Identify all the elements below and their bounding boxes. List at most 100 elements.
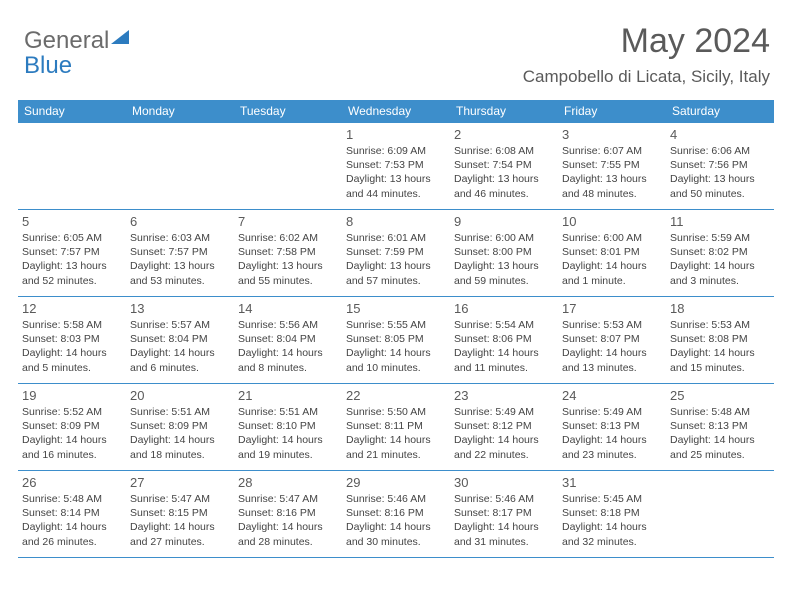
sunset-text: Sunset: 8:15 PM [130, 506, 230, 520]
logo-text-general: General [24, 28, 109, 53]
sunrise-text: Sunrise: 5:50 AM [346, 405, 446, 419]
day-cell [234, 123, 342, 209]
day-cell: 6Sunrise: 6:03 AMSunset: 7:57 PMDaylight… [126, 210, 234, 296]
daylight-text: Daylight: 14 hours and 31 minutes. [454, 520, 554, 548]
daylight-text: Daylight: 14 hours and 5 minutes. [22, 346, 122, 374]
sunrise-text: Sunrise: 5:52 AM [22, 405, 122, 419]
day-number: 15 [346, 301, 446, 316]
daylight-text: Daylight: 14 hours and 22 minutes. [454, 433, 554, 461]
daylight-text: Daylight: 14 hours and 16 minutes. [22, 433, 122, 461]
sunrise-text: Sunrise: 5:47 AM [130, 492, 230, 506]
sunrise-text: Sunrise: 6:00 AM [562, 231, 662, 245]
day-cell [666, 471, 774, 557]
sunrise-text: Sunrise: 5:59 AM [670, 231, 770, 245]
day-cell: 18Sunrise: 5:53 AMSunset: 8:08 PMDayligh… [666, 297, 774, 383]
sunset-text: Sunset: 8:09 PM [130, 419, 230, 433]
daylight-text: Daylight: 13 hours and 46 minutes. [454, 172, 554, 200]
daylight-text: Daylight: 13 hours and 53 minutes. [130, 259, 230, 287]
daylight-text: Daylight: 13 hours and 48 minutes. [562, 172, 662, 200]
daylight-text: Daylight: 13 hours and 52 minutes. [22, 259, 122, 287]
sunrise-text: Sunrise: 5:48 AM [22, 492, 122, 506]
sunrise-text: Sunrise: 6:01 AM [346, 231, 446, 245]
day-number: 7 [238, 214, 338, 229]
day-cell: 7 Sunrise: 6:02 AMSunset: 7:58 PMDaylight… [234, 210, 342, 296]
week-row: 26Sunrise: 5:48 AMSunset: 8:14 PMDayligh… [18, 471, 774, 558]
daylight-text: Daylight: 14 hours and 15 minutes. [670, 346, 770, 374]
day-number: 14 [238, 301, 338, 316]
day-header-cell: Wednesday [342, 100, 450, 123]
sunset-text: Sunset: 7:57 PM [22, 245, 122, 259]
daylight-text: Daylight: 14 hours and 23 minutes. [562, 433, 662, 461]
day-header-cell: Saturday [666, 100, 774, 123]
daylight-text: Daylight: 14 hours and 13 minutes. [562, 346, 662, 374]
daylight-text: Daylight: 14 hours and 28 minutes. [238, 520, 338, 548]
sunset-text: Sunset: 7:59 PM [346, 245, 446, 259]
sunrise-text: Sunrise: 5:56 AM [238, 318, 338, 332]
sunset-text: Sunset: 8:16 PM [238, 506, 338, 520]
day-header-cell: Thursday [450, 100, 558, 123]
day-header-row: SundayMondayTuesdayWednesdayThursdayFrid… [18, 100, 774, 123]
daylight-text: Daylight: 14 hours and 8 minutes. [238, 346, 338, 374]
day-cell: 1Sunrise: 6:09 AMSunset: 7:53 PMDaylight… [342, 123, 450, 209]
day-cell: 13Sunrise: 5:57 AMSunset: 8:04 PMDayligh… [126, 297, 234, 383]
sunset-text: Sunset: 8:05 PM [346, 332, 446, 346]
sunrise-text: Sunrise: 6:07 AM [562, 144, 662, 158]
sunset-text: Sunset: 7:56 PM [670, 158, 770, 172]
sunrise-text: Sunrise: 5:53 AM [670, 318, 770, 332]
sunset-text: Sunset: 8:11 PM [346, 419, 446, 433]
day-cell: 16Sunrise: 5:54 AMSunset: 8:06 PMDayligh… [450, 297, 558, 383]
day-cell: 30Sunrise: 5:46 AMSunset: 8:17 PMDayligh… [450, 471, 558, 557]
sunrise-text: Sunrise: 6:05 AM [22, 231, 122, 245]
day-number: 22 [346, 388, 446, 403]
sunset-text: Sunset: 8:13 PM [562, 419, 662, 433]
day-number: 28 [238, 475, 338, 490]
day-number: 31 [562, 475, 662, 490]
sunset-text: Sunset: 8:18 PM [562, 506, 662, 520]
daylight-text: Daylight: 14 hours and 21 minutes. [346, 433, 446, 461]
day-number: 2 [454, 127, 554, 142]
sunset-text: Sunset: 8:14 PM [22, 506, 122, 520]
sunrise-text: Sunrise: 6:02 AM [238, 231, 338, 245]
sunset-text: Sunset: 8:03 PM [22, 332, 122, 346]
day-number: 29 [346, 475, 446, 490]
sunset-text: Sunset: 7:58 PM [238, 245, 338, 259]
day-number: 16 [454, 301, 554, 316]
day-cell: 14Sunrise: 5:56 AMSunset: 8:04 PMDayligh… [234, 297, 342, 383]
day-header-cell: Monday [126, 100, 234, 123]
sunrise-text: Sunrise: 5:58 AM [22, 318, 122, 332]
day-cell: 28Sunrise: 5:47 AMSunset: 8:16 PMDayligh… [234, 471, 342, 557]
sunrise-text: Sunrise: 5:53 AM [562, 318, 662, 332]
weeks-container: 1Sunrise: 6:09 AMSunset: 7:53 PMDaylight… [18, 123, 774, 558]
day-cell: 12 Sunrise: 5:58 AMSunset: 8:03 PMDayligh… [18, 297, 126, 383]
week-row: 5Sunrise: 6:05 AMSunset: 7:57 PMDaylight… [18, 210, 774, 297]
day-number: 8 [346, 214, 446, 229]
day-cell: 19Sunrise: 5:52 AMSunset: 8:09 PMDayligh… [18, 384, 126, 470]
sunrise-text: Sunrise: 5:54 AM [454, 318, 554, 332]
day-number: 27 [130, 475, 230, 490]
day-number: 5 [22, 214, 122, 229]
daylight-text: Daylight: 14 hours and 1 minute. [562, 259, 662, 287]
sunrise-text: Sunrise: 6:09 AM [346, 144, 446, 158]
day-number: 12 [22, 301, 122, 316]
day-number: 19 [22, 388, 122, 403]
daylight-text: Daylight: 13 hours and 55 minutes. [238, 259, 338, 287]
sunset-text: Sunset: 8:06 PM [454, 332, 554, 346]
logo-triangle-icon [111, 30, 129, 44]
day-number: 10 [562, 214, 662, 229]
daylight-text: Daylight: 14 hours and 32 minutes. [562, 520, 662, 548]
week-row: 1Sunrise: 6:09 AMSunset: 7:53 PMDaylight… [18, 123, 774, 210]
location-text: Campobello di Licata, Sicily, Italy [523, 67, 770, 87]
day-number: 3 [562, 127, 662, 142]
sunrise-text: Sunrise: 5:48 AM [670, 405, 770, 419]
day-header-cell: Sunday [18, 100, 126, 123]
title-block: May 2024 Campobello di Licata, Sicily, I… [523, 22, 770, 87]
sunset-text: Sunset: 8:12 PM [454, 419, 554, 433]
sunrise-text: Sunrise: 5:46 AM [454, 492, 554, 506]
day-cell: 22 Sunrise: 5:50 AMSunset: 8:11 PMDayligh… [342, 384, 450, 470]
daylight-text: Daylight: 14 hours and 30 minutes. [346, 520, 446, 548]
daylight-text: Daylight: 13 hours and 50 minutes. [670, 172, 770, 200]
day-cell: 10Sunrise: 6:00 AMSunset: 8:01 PMDayligh… [558, 210, 666, 296]
month-title: May 2024 [523, 22, 770, 61]
daylight-text: Daylight: 14 hours and 10 minutes. [346, 346, 446, 374]
day-cell: 2Sunrise: 6:08 AMSunset: 7:54 PMDaylight… [450, 123, 558, 209]
